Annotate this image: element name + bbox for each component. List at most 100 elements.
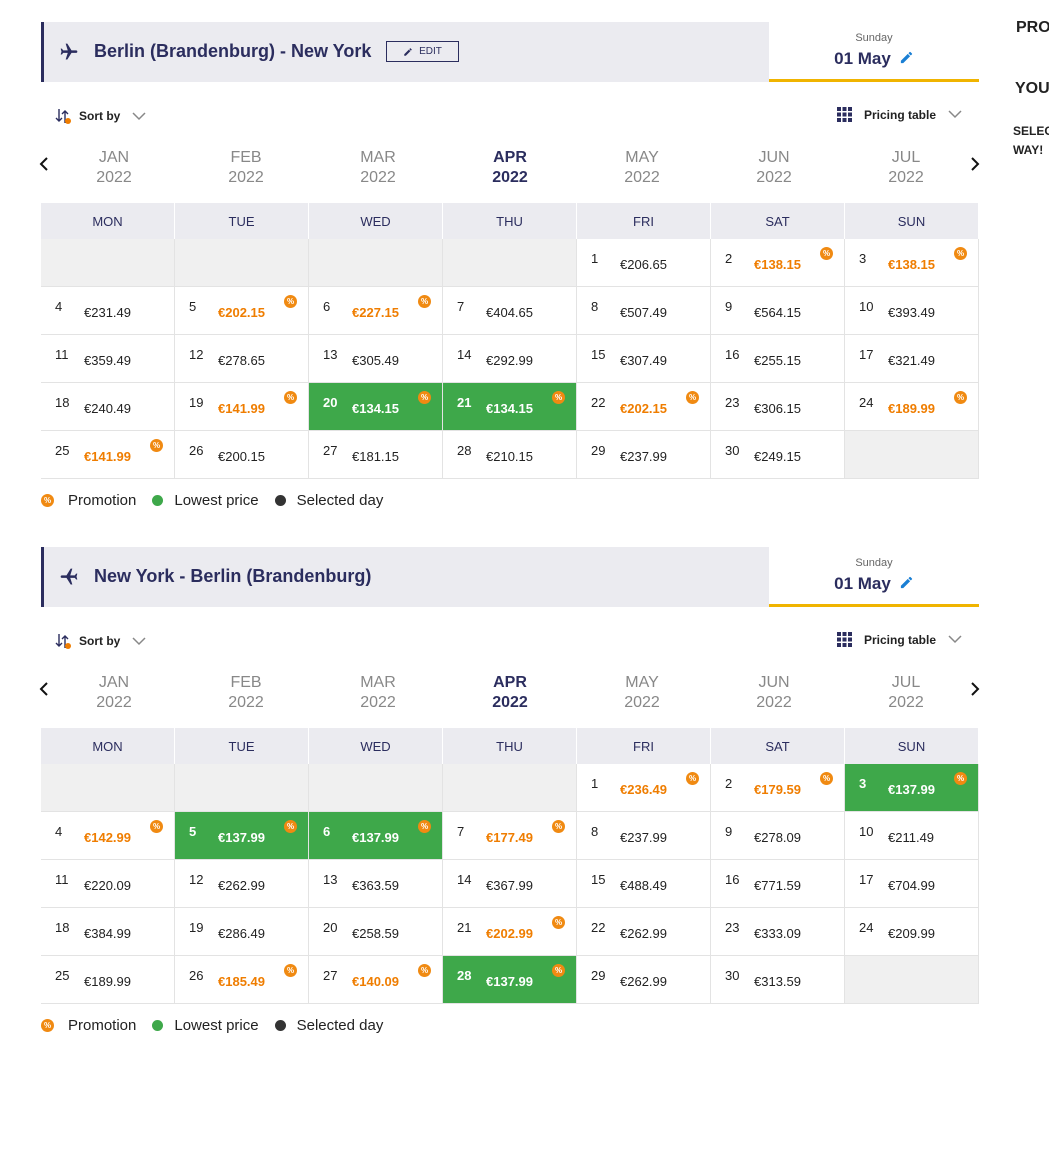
day-cell[interactable]: 24 €209.99	[845, 908, 979, 956]
month-tab[interactable]: JUL 2022	[840, 673, 972, 713]
day-cell[interactable]: 10 €211.49	[845, 812, 979, 860]
edit-button[interactable]: EDIT	[386, 41, 459, 62]
day-cell[interactable]: 5 €202.15%	[175, 287, 309, 335]
day-cell[interactable]: 6 €137.99%	[309, 812, 443, 860]
day-cell[interactable]: 29 €237.99	[577, 431, 711, 479]
day-number: 11	[55, 347, 69, 362]
day-cell[interactable]: 10 €393.49	[845, 287, 979, 335]
day-cell[interactable]: 30 €249.15	[711, 431, 845, 479]
day-cell[interactable]: 20 €134.15%	[309, 383, 443, 431]
prev-month-arrow[interactable]	[39, 156, 49, 177]
day-number: 27	[323, 443, 338, 458]
day-cell[interactable]: 20 €258.59	[309, 908, 443, 956]
day-price: €307.49	[620, 353, 667, 368]
day-cell[interactable]: 17 €704.99	[845, 860, 979, 908]
day-cell[interactable]: 14 €292.99	[443, 335, 577, 383]
day-cell[interactable]: 8 €237.99	[577, 812, 711, 860]
flight-section: New York - Berlin (Brandenburg) Sunday 01 …	[0, 525, 1000, 1050]
day-cell[interactable]: 7 €404.65	[443, 287, 577, 335]
route-header: Berlin (Brandenburg) - New York EDIT	[41, 22, 769, 82]
day-cell[interactable]: 25 €141.99%	[41, 431, 175, 479]
sort-control[interactable]: Sort by	[55, 632, 146, 650]
day-cell[interactable]: 22 €202.15%	[577, 383, 711, 431]
day-cell[interactable]: 3 €137.99%	[845, 764, 979, 812]
day-cell[interactable]: 18 €240.49	[41, 383, 175, 431]
day-number: 26	[189, 968, 204, 983]
month-tab[interactable]: MAR 2022	[312, 148, 444, 188]
pricing-table-control[interactable]: Pricing table	[837, 632, 962, 647]
day-cell[interactable]: 27 €140.09%	[309, 956, 443, 1004]
day-cell[interactable]: 28 €137.99%	[443, 956, 577, 1004]
month-tab[interactable]: APR 2022	[444, 673, 576, 713]
month-tab[interactable]: JAN 2022	[48, 673, 180, 713]
month-year: 2022	[96, 169, 132, 186]
day-cell[interactable]: 3 €138.15%	[845, 239, 979, 287]
month-tab[interactable]: APR 2022	[444, 148, 576, 188]
day-cell[interactable]: 19 €141.99%	[175, 383, 309, 431]
day-cell[interactable]: 11 €220.09	[41, 860, 175, 908]
day-cell[interactable]: 4 €142.99%	[41, 812, 175, 860]
day-cell[interactable]: 17 €321.49	[845, 335, 979, 383]
day-cell[interactable]: 23 €333.09	[711, 908, 845, 956]
day-cell[interactable]: 21 €202.99%	[443, 908, 577, 956]
month-tab[interactable]: MAY 2022	[576, 673, 708, 713]
sort-control[interactable]: Sort by	[55, 107, 146, 125]
day-cell[interactable]: 26 €185.49%	[175, 956, 309, 1004]
day-cell[interactable]: 15 €307.49	[577, 335, 711, 383]
day-cell[interactable]: 22 €262.99	[577, 908, 711, 956]
next-month-arrow[interactable]	[970, 156, 980, 177]
day-cell[interactable]: 27 €181.15	[309, 431, 443, 479]
day-cell[interactable]: 8 €507.49	[577, 287, 711, 335]
day-cell[interactable]: 2 €138.15%	[711, 239, 845, 287]
day-cell[interactable]: 16 €771.59	[711, 860, 845, 908]
day-price: €240.49	[84, 401, 131, 416]
next-month-arrow[interactable]	[970, 681, 980, 702]
day-cell[interactable]: 6 €227.15%	[309, 287, 443, 335]
day-cell[interactable]: 12 €262.99	[175, 860, 309, 908]
pricing-table-control[interactable]: Pricing table	[837, 107, 962, 122]
empty-cell	[443, 764, 577, 812]
empty-cell	[41, 239, 175, 287]
day-price: €141.99	[84, 449, 131, 464]
day-cell[interactable]: 30 €313.59	[711, 956, 845, 1004]
day-cell[interactable]: 9 €278.09	[711, 812, 845, 860]
month-tab[interactable]: JUL 2022	[840, 148, 972, 188]
day-cell[interactable]: 1 €236.49%	[577, 764, 711, 812]
day-cell[interactable]: 4 €231.49	[41, 287, 175, 335]
month-tab[interactable]: JUN 2022	[708, 148, 840, 188]
month-tab[interactable]: MAY 2022	[576, 148, 708, 188]
day-cell[interactable]: 11 €359.49	[41, 335, 175, 383]
day-cell[interactable]: 1 €206.65	[577, 239, 711, 287]
day-cell[interactable]: 28 €210.15	[443, 431, 577, 479]
month-tab[interactable]: MAR 2022	[312, 673, 444, 713]
day-cell[interactable]: 9 €564.15	[711, 287, 845, 335]
day-cell[interactable]: 13 €363.59	[309, 860, 443, 908]
day-cell[interactable]: 7 €177.49%	[443, 812, 577, 860]
day-cell[interactable]: 2 €179.59%	[711, 764, 845, 812]
month-tab[interactable]: FEB 2022	[180, 673, 312, 713]
date-selector[interactable]: Sunday 01 May	[769, 22, 979, 82]
month-tab[interactable]: FEB 2022	[180, 148, 312, 188]
date-selector[interactable]: Sunday 01 May	[769, 547, 979, 607]
day-cell[interactable]: 21 €134.15%	[443, 383, 577, 431]
day-cell[interactable]: 12 €278.65	[175, 335, 309, 383]
day-cell[interactable]: 16 €255.15	[711, 335, 845, 383]
day-cell[interactable]: 15 €488.49	[577, 860, 711, 908]
day-cell[interactable]: 29 €262.99	[577, 956, 711, 1004]
day-cell[interactable]: 23 €306.15	[711, 383, 845, 431]
month-tab[interactable]: JAN 2022	[48, 148, 180, 188]
month-tab[interactable]: JUN 2022	[708, 673, 840, 713]
day-cell[interactable]: 19 €286.49	[175, 908, 309, 956]
day-cell[interactable]: 24 €189.99%	[845, 383, 979, 431]
weekday-header: SUN	[845, 728, 979, 764]
day-price: €138.15	[888, 257, 935, 272]
day-cell[interactable]: 18 €384.99	[41, 908, 175, 956]
day-cell[interactable]: 5 €137.99%	[175, 812, 309, 860]
prev-month-arrow[interactable]	[39, 681, 49, 702]
day-cell[interactable]: 26 €200.15	[175, 431, 309, 479]
day-cell[interactable]: 14 €367.99	[443, 860, 577, 908]
day-cell[interactable]: 25 €189.99	[41, 956, 175, 1004]
day-cell[interactable]: 13 €305.49	[309, 335, 443, 383]
day-number: 8	[591, 824, 599, 839]
day-price: €278.09	[754, 830, 801, 845]
